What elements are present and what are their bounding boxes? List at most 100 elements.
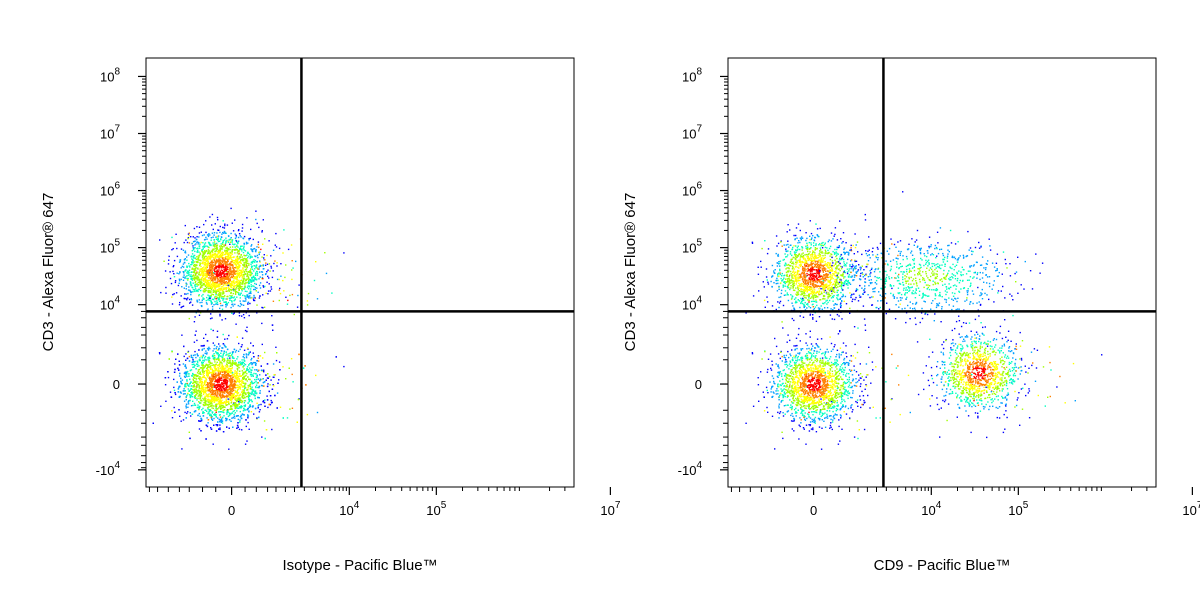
- event-dot: [223, 268, 225, 271]
- event-dot: [235, 236, 238, 238]
- event-dot: [183, 375, 186, 378]
- event-dot: [269, 404, 272, 406]
- event-dot: [298, 284, 300, 286]
- event-dot: [233, 277, 236, 279]
- event-dot: [224, 389, 227, 391]
- event-dot: [215, 406, 217, 408]
- event-dot: [216, 289, 218, 291]
- event-dot: [277, 382, 279, 384]
- event-dot: [232, 363, 234, 365]
- event-dot: [247, 402, 249, 404]
- event-dot: [208, 295, 210, 297]
- event-dot: [209, 348, 211, 350]
- event-dot: [225, 388, 227, 390]
- event-dot: [212, 364, 215, 366]
- event-dot: [206, 245, 208, 247]
- event-dot: [251, 266, 253, 269]
- event-dot: [218, 373, 220, 376]
- event-dot: [198, 274, 201, 276]
- event-dot: [222, 393, 224, 395]
- event-dot: [192, 373, 194, 376]
- event-dot: [196, 392, 198, 394]
- event-dot: [234, 273, 236, 275]
- event-dot: [259, 295, 261, 297]
- event-dot: [244, 384, 246, 386]
- event-dot: [232, 266, 234, 268]
- event-dot: [231, 362, 234, 364]
- event-dot: [246, 278, 248, 280]
- event-dot: [255, 373, 257, 375]
- event-dot: [246, 295, 249, 297]
- event-dot: [199, 357, 201, 359]
- event-dot: [192, 391, 194, 393]
- event-dot: [211, 275, 214, 277]
- event-dot: [219, 362, 221, 364]
- event-dot: [222, 254, 224, 256]
- event-dot: [203, 253, 205, 255]
- event-dot: [199, 420, 201, 422]
- event-dot: [271, 388, 274, 390]
- event-dot: [191, 258, 193, 260]
- event-dot: [271, 428, 273, 431]
- event-dot: [193, 257, 195, 259]
- event-dot: [202, 415, 205, 417]
- event-dot: [231, 301, 233, 303]
- event-dot: [184, 297, 186, 300]
- event-dot: [190, 255, 193, 257]
- event-dot: [207, 270, 209, 272]
- event-dot: [291, 293, 294, 296]
- event-dot: [217, 253, 219, 255]
- event-dot: [229, 272, 231, 274]
- event-dot: [202, 362, 204, 364]
- event-dot: [171, 236, 173, 239]
- event-dot: [246, 254, 248, 256]
- event-dot: [173, 293, 175, 295]
- event-dot: [278, 247, 281, 250]
- event-dot: [229, 267, 232, 269]
- event-dot: [243, 402, 246, 404]
- event-dot: [223, 275, 225, 278]
- event-dot: [206, 384, 208, 386]
- event-dot: [216, 248, 218, 250]
- event-dot: [240, 274, 243, 277]
- event-dot: [226, 253, 229, 256]
- event-dot: [196, 241, 199, 243]
- event-dot: [248, 239, 250, 241]
- event-dot: [203, 357, 206, 359]
- event-dot: [250, 382, 252, 384]
- event-dot: [241, 277, 243, 279]
- event-dot: [213, 276, 215, 278]
- event-dot: [204, 273, 206, 275]
- event-dot: [233, 261, 235, 264]
- event-dot: [212, 289, 214, 292]
- event-dot: [211, 256, 214, 258]
- event-dot: [212, 285, 214, 288]
- event-dot: [216, 284, 218, 287]
- event-dot: [247, 303, 249, 305]
- event-dot: [216, 247, 218, 250]
- event-dot: [246, 290, 248, 293]
- event-dot: [316, 298, 319, 300]
- event-dot: [174, 411, 176, 413]
- event-dot: [215, 376, 217, 378]
- event-dot: [236, 368, 239, 370]
- event-dot: [235, 381, 237, 384]
- event-dot: [213, 396, 215, 398]
- event-dot: [230, 264, 233, 266]
- event-dot: [214, 262, 216, 264]
- event-dot: [215, 238, 218, 240]
- event-dot: [229, 386, 231, 388]
- event-dot: [208, 409, 210, 411]
- event-dot: [293, 313, 295, 316]
- event-dot: [242, 392, 244, 395]
- event-dot: [247, 281, 249, 283]
- event-dot: [251, 363, 253, 366]
- event-dot: [188, 286, 190, 288]
- event-dot: [211, 254, 214, 256]
- event-dot: [246, 274, 249, 276]
- event-dot: [258, 266, 260, 268]
- event-dot: [258, 386, 260, 389]
- event-dot: [223, 271, 225, 273]
- event-dot: [248, 393, 250, 396]
- event-dot: [217, 376, 220, 379]
